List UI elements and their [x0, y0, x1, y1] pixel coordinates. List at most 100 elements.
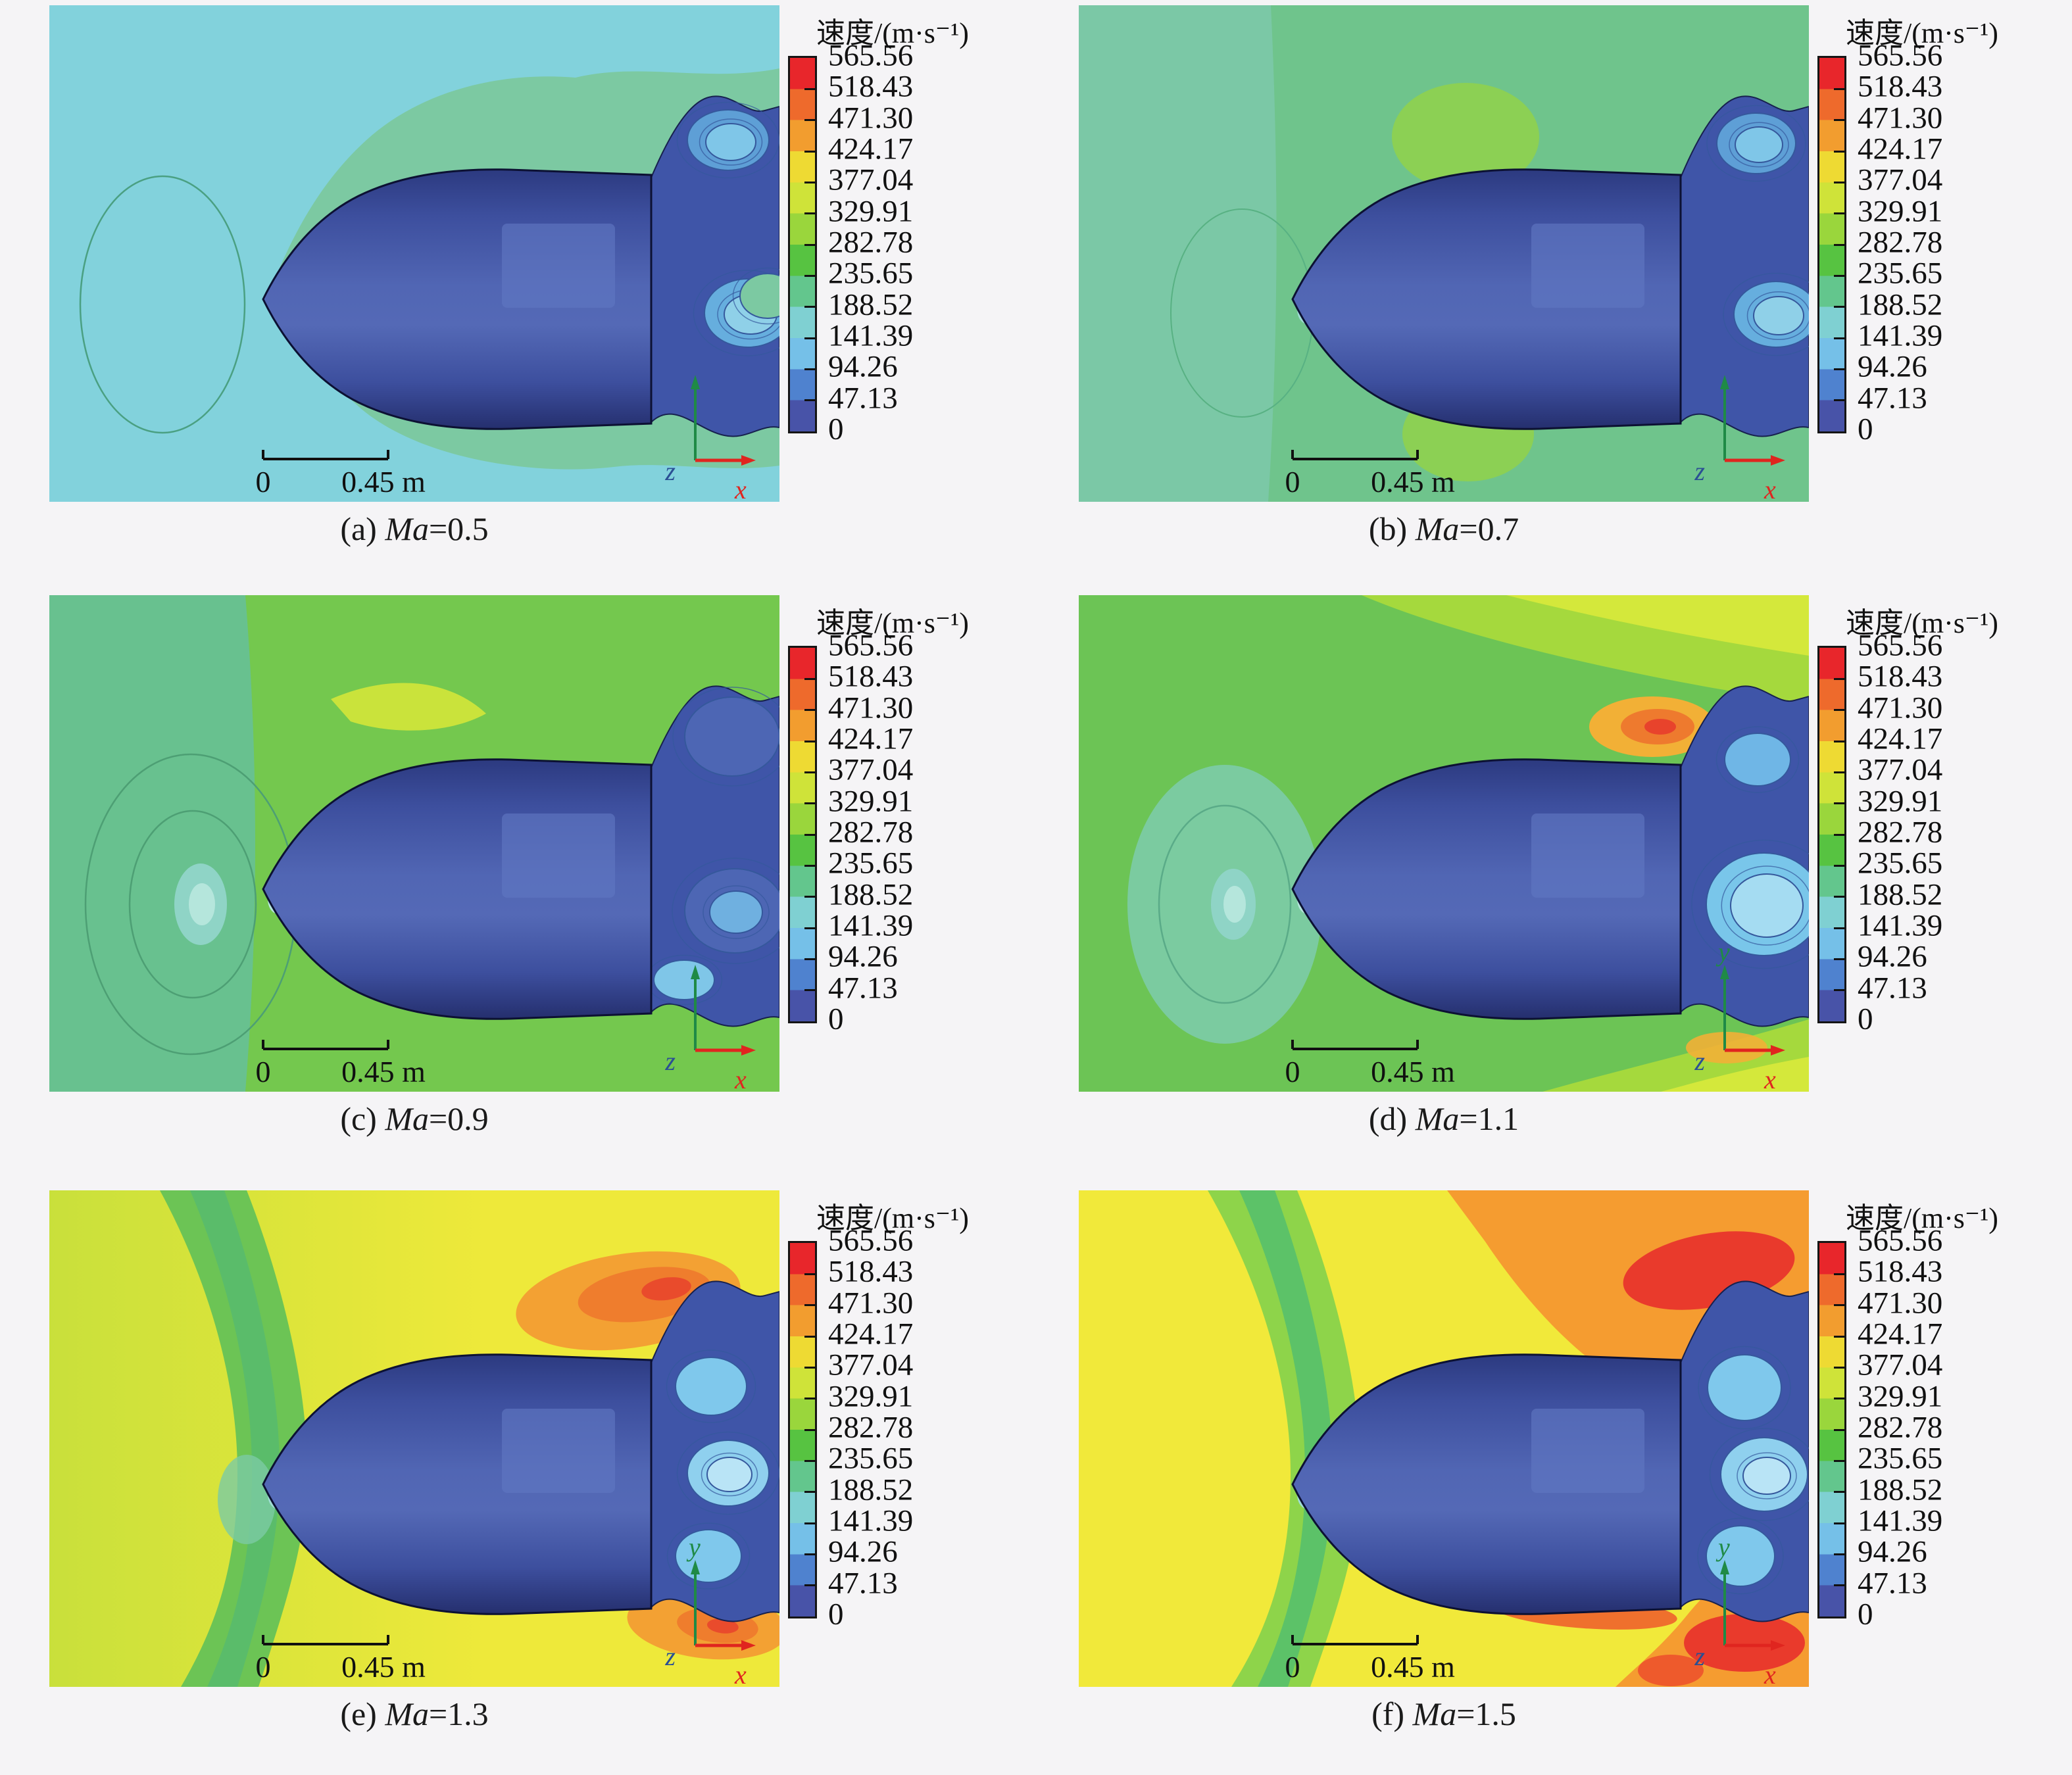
- panel-d: 0 0.45 m y z x 速度/(m·s⁻¹) 565.56 518.43 47…: [1029, 590, 2065, 1180]
- wake-vortex: [1706, 1525, 1775, 1587]
- legend-value: 282.78: [828, 815, 914, 850]
- colorbar-tick: [1834, 989, 1844, 992]
- wake-vortex: [1742, 1457, 1791, 1495]
- legend-value: 471.30: [828, 1286, 914, 1321]
- legend-value: 141.39: [1858, 908, 1943, 943]
- legend-value: 47.13: [828, 381, 898, 416]
- wake-region: [651, 95, 779, 437]
- legend-value: 47.13: [1858, 381, 1927, 416]
- wake-vortex-ring: [1691, 839, 1809, 969]
- y-axis-label: y: [686, 1532, 701, 1562]
- legend-value: 235.65: [828, 256, 914, 291]
- x-axis-label: x: [734, 1065, 747, 1092]
- legend-value: 424.17: [1858, 721, 1943, 756]
- legend-value: 471.30: [1858, 1286, 1943, 1321]
- caption-ma: Ma: [1412, 1695, 1457, 1732]
- legend-value: 235.65: [1858, 846, 1943, 881]
- contour-plot-e: 0 0.45 m y z x: [49, 1190, 779, 1687]
- wake-vortex: [1724, 733, 1791, 787]
- legend-value: 329.91: [828, 784, 914, 819]
- scale-bar: 0 0.45 m: [1285, 450, 1455, 498]
- colorbar: [788, 56, 817, 433]
- scale-bar: 0 0.45 m: [256, 1635, 426, 1684]
- colorbar-tick: [804, 927, 815, 929]
- x-axis-label: x: [1764, 1660, 1776, 1687]
- colorbar-tick: [1834, 1428, 1844, 1431]
- legend: 速度/(m·s⁻¹) 565.56 518.43 471.30 424.17 377.0…: [787, 5, 1036, 502]
- axes-triad: z x: [664, 375, 756, 502]
- colorbar-tick: [1834, 1491, 1844, 1494]
- caption-ma: Ma: [1415, 510, 1460, 547]
- legend-value: 424.17: [1858, 132, 1943, 166]
- legend-title: 速度/(m·s⁻¹): [816, 607, 969, 639]
- axes-triad: y z x: [1694, 1532, 1785, 1687]
- wake-vortex: [675, 1529, 742, 1583]
- colorbar-tick: [804, 1273, 815, 1275]
- legend-value: 518.43: [828, 69, 914, 104]
- colorbar-tick: [1834, 150, 1844, 153]
- colorbar-tick: [804, 337, 815, 339]
- colorbar-tick: [804, 958, 815, 960]
- colorbar-tick: [1834, 1553, 1844, 1555]
- legend-title: 速度/(m·s⁻¹): [1846, 607, 1998, 639]
- z-axis-label: z: [1694, 1046, 1705, 1076]
- colorbar: [1817, 646, 1846, 1023]
- legend-value: 94.26: [1858, 349, 1927, 384]
- body-highlight-patch: [1531, 814, 1644, 898]
- caption-ma: Ma: [1415, 1100, 1460, 1137]
- legend-value: 141.39: [828, 318, 914, 353]
- contour-plot-a: 0 0.45 m z x: [49, 5, 779, 502]
- body-highlight-patch: [1531, 1409, 1644, 1493]
- caption-index: (b): [1368, 510, 1408, 547]
- colorbar-tick: [804, 833, 815, 836]
- z-axis-label: z: [664, 1046, 676, 1076]
- legend-value: 235.65: [828, 846, 914, 881]
- legend: 速度/(m·s⁻¹) 565.56 518.43 471.30 424.17 377.0…: [1817, 1190, 2065, 1687]
- caption-ma: Ma: [385, 1695, 429, 1732]
- colorbar-tick: [804, 119, 815, 122]
- caption-value: =1.5: [1456, 1695, 1516, 1732]
- legend-value: 94.26: [828, 939, 898, 974]
- stagnation-core: [189, 883, 215, 925]
- wake-vortex: [675, 1357, 747, 1416]
- x-axis-label: x: [734, 475, 747, 502]
- wake-vortex-ring: [1721, 865, 1809, 946]
- wake-vortex-ring: [666, 1522, 751, 1590]
- contour-plot-f: 0 0.45 m y z x: [1079, 1190, 1809, 1687]
- legend-value: 565.56: [828, 38, 914, 73]
- wake-region: [1680, 95, 1809, 437]
- panel-a: 0 0.45 m z x 速度/(m·s⁻¹) 565.56 518.43 471.…: [0, 0, 1036, 590]
- legend-value: 282.78: [1858, 1410, 1943, 1445]
- wake-vortex-ring: [672, 687, 779, 787]
- legend-value: 377.04: [1858, 752, 1943, 787]
- wake-vortex: [653, 960, 715, 1000]
- contour-plot-c: 0 0.45 m z x: [49, 595, 779, 1092]
- wake-vortex: [1753, 296, 1804, 335]
- wake-vortex-ring: [1697, 1517, 1784, 1595]
- colorbar-tick: [1834, 181, 1844, 183]
- colorbar-tick: [804, 989, 815, 992]
- legend-value: 235.65: [828, 1441, 914, 1476]
- wake-vortex-ring: [693, 270, 779, 356]
- axes-triad: z x: [664, 965, 756, 1092]
- legend-value: 424.17: [828, 721, 914, 756]
- legend-value: 0: [1858, 1597, 1873, 1632]
- wake-vortex-ring: [1723, 272, 1809, 356]
- colorbar-tick: [1834, 119, 1844, 122]
- wake-vortex-ring: [1715, 726, 1800, 793]
- legend-title: 速度/(m·s⁻¹): [816, 17, 969, 49]
- axes-triad: y z x: [664, 1532, 756, 1687]
- colorbar-tick: [804, 1459, 815, 1462]
- colorbar-tick: [804, 1553, 815, 1555]
- wake-vortex-ring: [1698, 1346, 1791, 1430]
- legend-value: 329.91: [1858, 1379, 1943, 1414]
- wake-vortex: [739, 273, 779, 319]
- contour-plot-d: 0 0.45 m y z x: [1079, 595, 1809, 1092]
- accel-streak-top: [331, 683, 486, 731]
- colorbar-tick: [1834, 399, 1844, 402]
- wake-vortex-ring: [676, 101, 779, 179]
- colorbar-tick: [1834, 243, 1844, 246]
- wake-vortex-ring: [699, 118, 763, 166]
- wake-vortex: [1707, 1354, 1782, 1421]
- legend-value: 518.43: [1858, 1254, 1943, 1289]
